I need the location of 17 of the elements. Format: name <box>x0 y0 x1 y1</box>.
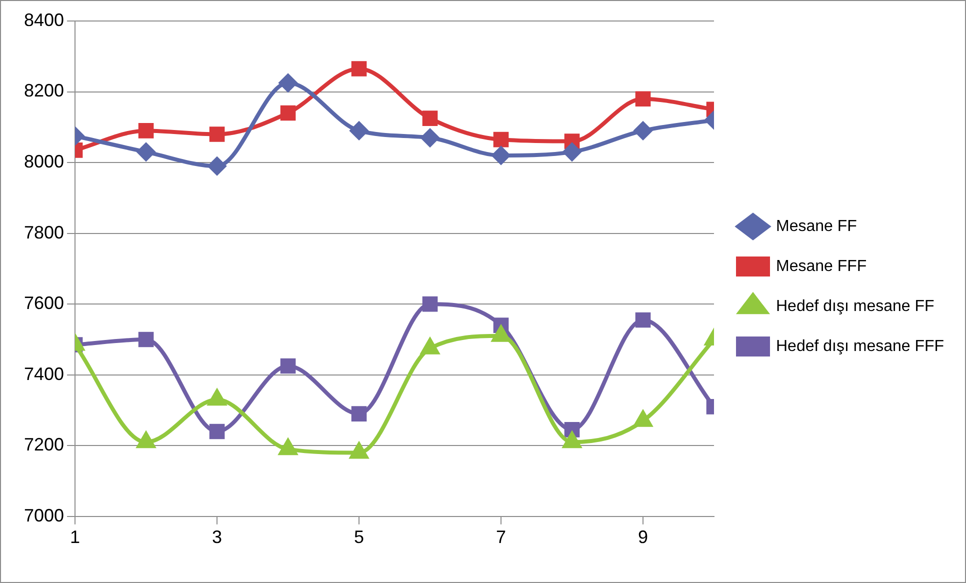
y-tick-label: 7200 <box>24 434 64 455</box>
y-tick-label: 7000 <box>24 505 64 526</box>
y-tick-label: 8000 <box>24 152 64 172</box>
legend-label: Mesane FF <box>776 218 858 235</box>
x-tick-label: 9 <box>638 527 648 548</box>
legend-label: Hedef dışı mesane FF <box>776 298 935 315</box>
legend-label: Hedef dışı mesane FFF <box>776 338 944 355</box>
y-tick-label: 7600 <box>24 293 64 314</box>
legend-label: Mesane FFF <box>776 258 867 275</box>
y-tick-label: 8400 <box>24 10 64 30</box>
y-tick-label: 7800 <box>24 222 64 242</box>
x-tick-label: 1 <box>70 527 80 548</box>
x-tick-label: 5 <box>354 527 364 548</box>
x-tick-label: 7 <box>496 527 506 548</box>
y-tick-label: 7400 <box>24 364 64 384</box>
x-tick-label: 3 <box>212 527 222 548</box>
y-tick-label: 8200 <box>24 80 64 101</box>
